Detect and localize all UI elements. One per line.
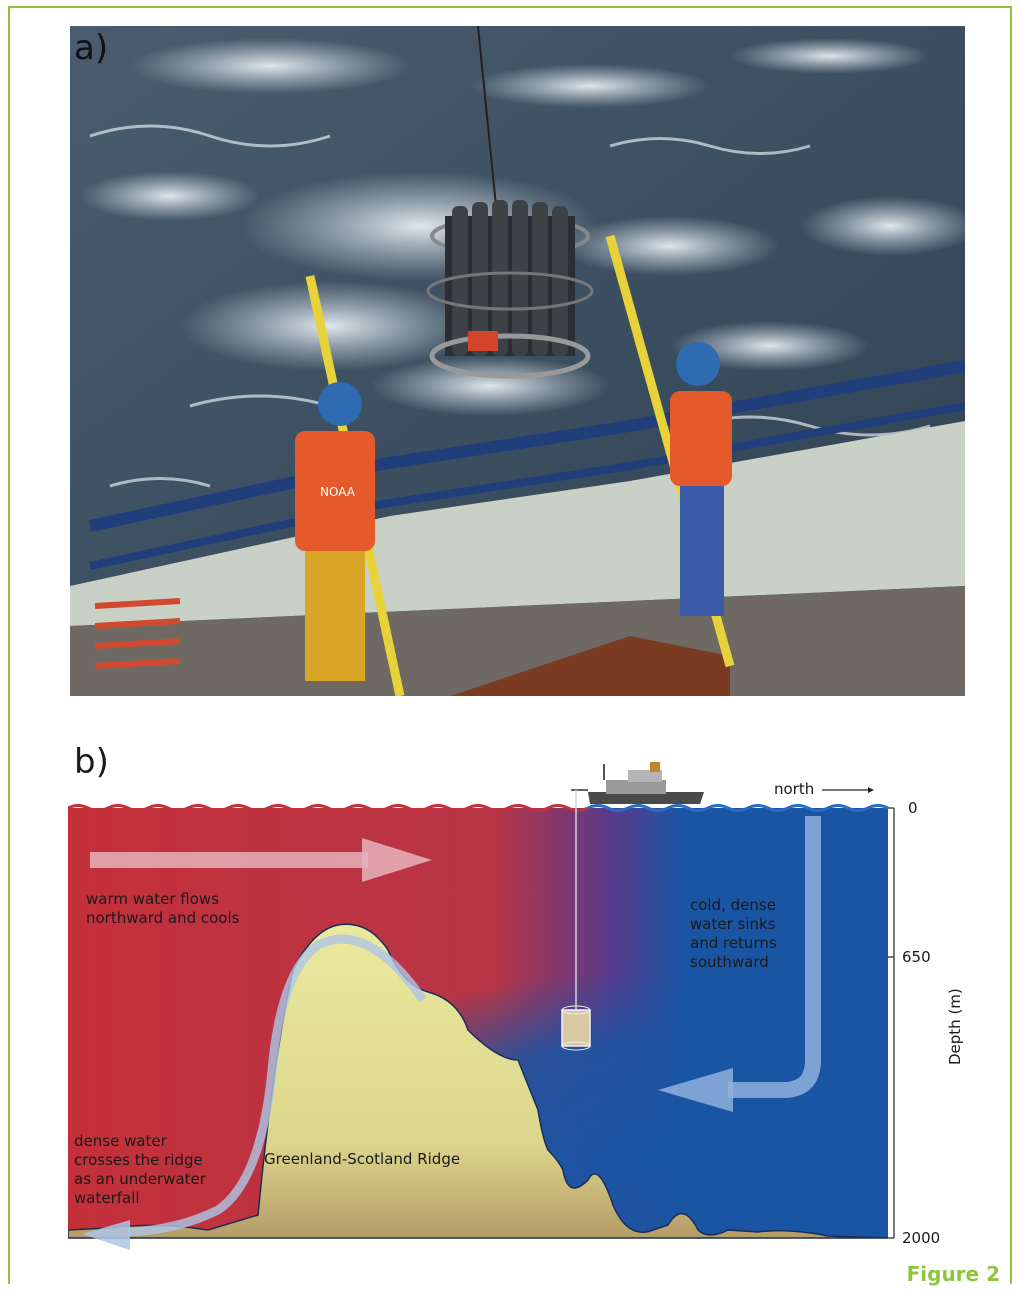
cold-sink-arrow-shaft: [728, 816, 821, 1098]
winch-cable: [477, 26, 499, 227]
dense-annotation-line-2: crosses the ridge: [74, 1151, 203, 1169]
warm-annotation-line-2: northward and cools: [86, 909, 240, 927]
ship-railing: [70, 360, 965, 696]
dense-annotation-line-3: as an underwater: [74, 1170, 207, 1188]
depth-axis-label: Depth (m): [946, 988, 964, 1065]
figure-caption: Figure 2: [906, 1262, 1000, 1286]
overflow-arrow-head: [82, 1220, 130, 1250]
crew-member-right: [670, 342, 732, 616]
ctd-instrument: [561, 1005, 591, 1051]
north-label: north: [774, 780, 814, 798]
cold-sink-arrow-head: [658, 1068, 733, 1112]
panel-b-label: b): [74, 742, 109, 782]
overflow-arrow-shaft: [127, 934, 427, 1237]
cold-annotation-line-1: cold, dense: [690, 896, 776, 914]
orange-ladder: [94, 598, 181, 669]
overflow-diagram: north 0 650 2000 Depth (m) warm water fl…: [68, 762, 964, 1250]
cold-annotation-line-2: water sinks: [690, 915, 776, 933]
dense-annotation-line-4: waterfall: [74, 1189, 140, 1207]
ctd-rosette: [426, 200, 594, 379]
depth-tick-label-2000: 2000: [902, 1229, 940, 1247]
dense-annotation-line-1: dense water: [74, 1132, 168, 1150]
depth-tick-label-0: 0: [908, 799, 918, 817]
cold-annotation-line-3: and returns: [690, 934, 777, 952]
photo-ctd-deployment: NOAA: [70, 26, 965, 696]
crew-member-left: NOAA: [295, 382, 375, 681]
surface-waves-warm: [68, 804, 589, 812]
research-ship: [571, 762, 704, 804]
vest-text: NOAA: [320, 485, 356, 499]
surface-waves-cold: [587, 804, 889, 812]
warm-flow-arrow-head: [362, 838, 432, 882]
depth-tick-label-650: 650: [902, 948, 931, 966]
ridge-label: Greenland-Scotland Ridge: [264, 1150, 460, 1168]
panel-a-label: a): [74, 28, 109, 68]
north-arrow-head: [868, 787, 874, 793]
photo-illustration: NOAA: [70, 26, 965, 696]
cold-annotation-line-4: southward: [690, 953, 769, 971]
warm-annotation-line-1: warm water flows: [86, 890, 219, 908]
figure-frame: [8, 6, 1012, 1284]
